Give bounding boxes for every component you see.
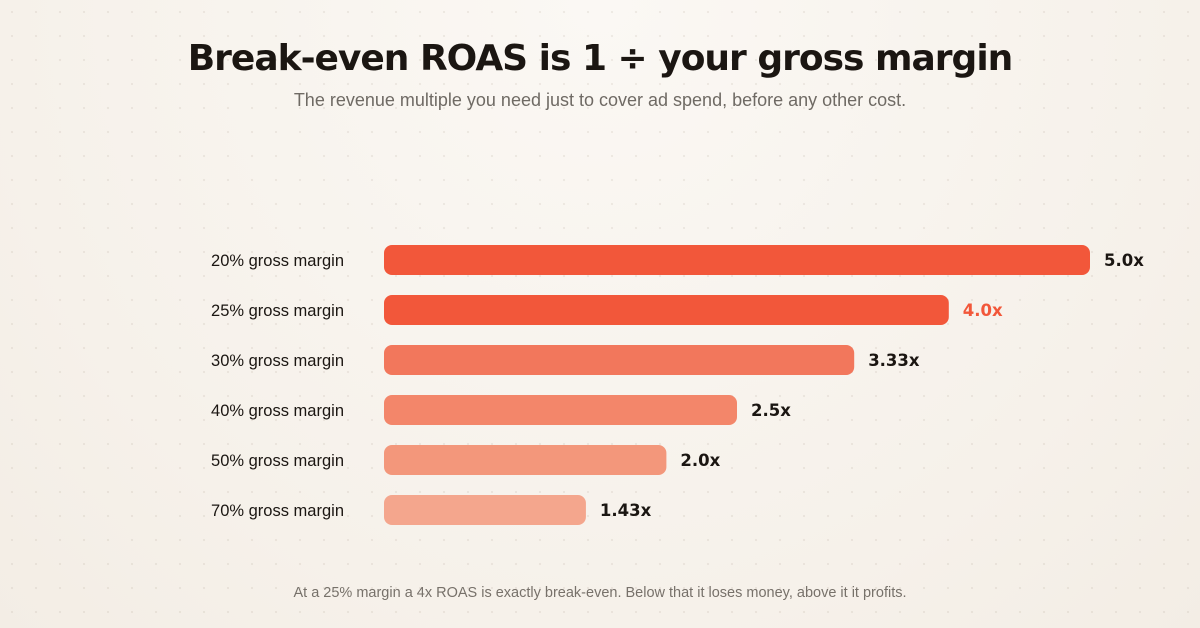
category-label: 40% gross margin <box>211 402 344 420</box>
bar <box>384 295 949 325</box>
bar <box>384 495 586 525</box>
value-label: 2.5x <box>751 401 791 420</box>
bar <box>384 445 667 475</box>
bar <box>384 245 1090 275</box>
bar <box>384 395 737 425</box>
value-label: 2.0x <box>680 451 720 470</box>
value-label: 4.0x <box>963 301 1003 320</box>
value-label: 3.33x <box>868 351 920 370</box>
footnote: At a 25% margin a 4x ROAS is exactly bre… <box>293 585 907 601</box>
bar <box>384 345 855 375</box>
value-label: 1.43x <box>600 501 652 520</box>
category-label: 20% gross margin <box>211 252 344 270</box>
category-label: 25% gross margin <box>211 302 344 320</box>
category-label: 50% gross margin <box>211 452 344 470</box>
category-label: 30% gross margin <box>211 352 344 370</box>
chart-subtitle: The revenue multiple you need just to co… <box>293 90 907 110</box>
category-label: 70% gross margin <box>211 502 344 520</box>
value-label: 5.0x <box>1104 251 1144 270</box>
chart-title: Break-even ROAS is 1 ÷ your gross margin <box>187 38 1014 79</box>
